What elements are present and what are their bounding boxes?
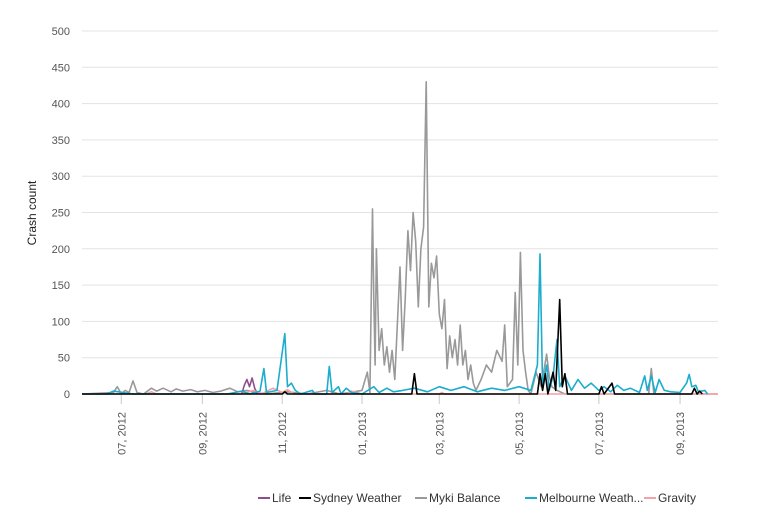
legend-item[interactable]: Myki Balance bbox=[415, 491, 501, 505]
y-tick-label: 50 bbox=[58, 353, 70, 365]
y-tick-label: 350 bbox=[52, 135, 70, 147]
y-tick-label: 300 bbox=[52, 171, 70, 183]
x-tick-label: 03, 2013 bbox=[434, 412, 446, 455]
series-line-melbourne-weath bbox=[82, 253, 709, 395]
x-axis bbox=[120, 394, 681, 404]
legend-item[interactable]: Sydney Weather bbox=[299, 491, 402, 505]
x-tick-label: 09, 2013 bbox=[675, 412, 687, 455]
y-tick-label: 250 bbox=[52, 208, 70, 220]
y-tick-label: 400 bbox=[52, 99, 70, 111]
x-tick-label: 01, 2013 bbox=[357, 412, 369, 455]
legend-label: Sydney Weather bbox=[313, 491, 402, 505]
x-tick-labels: 07, 2012 09, 2012 11, 2012 01, 2013 03, 2013… bbox=[116, 412, 687, 455]
legend-item[interactable]: Life bbox=[258, 491, 292, 505]
x-tick-label: 09, 2012 bbox=[197, 412, 209, 455]
series-lines bbox=[81, 81, 718, 395]
x-tick-label: 05, 2013 bbox=[514, 412, 526, 455]
y-tick-label: 100 bbox=[52, 316, 70, 328]
legend-label: Life bbox=[272, 491, 292, 505]
series-line-life bbox=[240, 377, 259, 395]
legend-item[interactable]: Melbourne Weath... bbox=[525, 491, 644, 505]
series-line-sydney-weather bbox=[82, 298, 703, 395]
x-tick-label: 07, 2012 bbox=[116, 412, 128, 455]
x-tick-label: 11, 2012 bbox=[277, 412, 289, 454]
legend-label: Myki Balance bbox=[429, 491, 501, 505]
y-gridlines bbox=[82, 30, 718, 395]
y-tick-label: 200 bbox=[52, 244, 70, 256]
x-tick-label: 07, 2013 bbox=[594, 412, 606, 455]
legend-label: Melbourne Weath... bbox=[539, 491, 644, 505]
legend-label: Gravity bbox=[658, 491, 696, 505]
y-tick-label: 150 bbox=[52, 280, 70, 292]
legend: Life Sydney Weather Myki Balance Melbourne … bbox=[258, 491, 696, 505]
y-tick-labels: 0 50 100 150 200 250 300 350 400 450 500 bbox=[52, 26, 70, 401]
y-tick-label: 0 bbox=[64, 389, 70, 401]
legend-item[interactable]: Gravity bbox=[644, 491, 696, 505]
y-tick-label: 450 bbox=[52, 62, 70, 74]
series-line-myki-balance bbox=[81, 81, 718, 395]
y-tick-label: 500 bbox=[52, 26, 70, 38]
y-axis-label: Crash count bbox=[25, 180, 39, 245]
